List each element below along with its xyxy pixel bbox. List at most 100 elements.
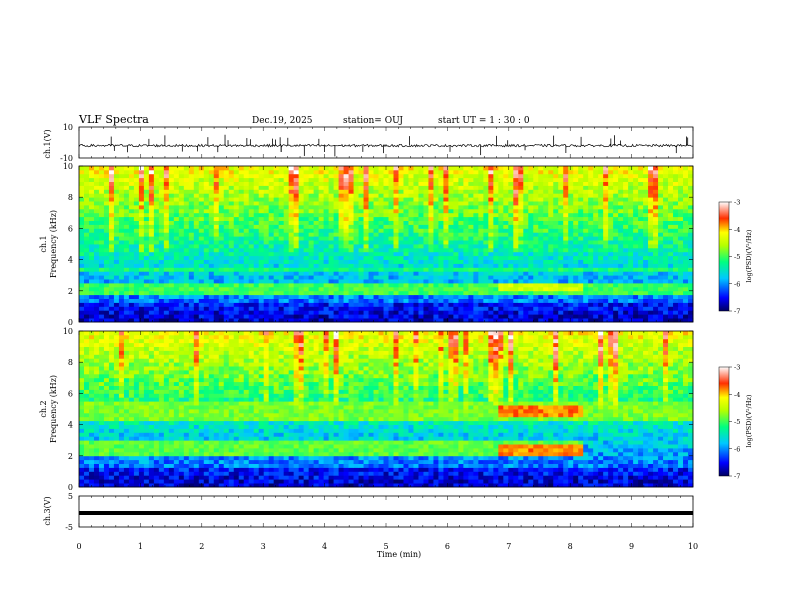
spectrogram-cell <box>528 267 534 272</box>
spectrogram-cell <box>448 169 454 175</box>
spectrogram-cell <box>668 318 674 323</box>
spectrogram-cell <box>103 240 110 245</box>
spectrogram-cell <box>298 294 305 299</box>
spectrogram-cell <box>193 267 200 272</box>
spectrogram-cell <box>338 286 344 292</box>
spectrogram-cell <box>638 166 644 171</box>
spectrogram-cell <box>593 201 599 206</box>
spectrogram-cell <box>433 169 439 175</box>
spectrogram-cell <box>213 189 220 194</box>
spectrogram-cell <box>208 244 215 249</box>
spectrogram-cell <box>563 263 569 268</box>
spectrogram-cell <box>263 259 270 264</box>
spectrogram-cell <box>79 286 85 292</box>
spectrogram-cell <box>688 189 694 194</box>
spectrogram-cell <box>508 286 514 292</box>
spectrogram-cell <box>378 267 384 272</box>
spectrogram-cell <box>458 294 464 299</box>
spectrogram-cell <box>613 247 619 253</box>
spectrogram-cell <box>83 318 90 323</box>
spectrogram-cell <box>543 306 549 311</box>
spectrogram-cell <box>658 173 664 179</box>
spectrogram-cell <box>343 189 349 194</box>
spectrogram-cell <box>378 263 384 268</box>
spectrogram-cell <box>443 302 449 307</box>
spectrogram-cell <box>338 318 344 323</box>
spectrogram-cell <box>143 208 150 214</box>
spectrogram-cell <box>523 290 529 296</box>
spectrogram-cell <box>363 306 369 311</box>
spectrogram-cell <box>258 212 265 218</box>
spectrogram-cell <box>528 197 534 202</box>
spectrogram-cell <box>103 224 110 229</box>
spectrogram-cell <box>108 244 115 249</box>
spectrogram-cell <box>203 251 210 257</box>
spectrogram-cell <box>133 173 140 179</box>
spectrogram-cell <box>653 302 659 307</box>
spectrogram-cell <box>438 169 444 175</box>
spectrogram-cell <box>523 173 529 179</box>
spectrogram-cell <box>618 236 624 241</box>
spectrogram-cell <box>258 286 265 292</box>
spectrogram-cell <box>663 314 669 319</box>
spectrogram-cell <box>388 240 394 245</box>
spectrogram-cell <box>388 212 394 218</box>
spectrogram-cell <box>438 212 444 218</box>
spectrogram-cell <box>553 271 559 276</box>
spectrogram-cell <box>383 193 389 198</box>
spectrogram-cell <box>673 251 679 257</box>
spectrogram-cell <box>543 224 549 229</box>
spectrogram-cell <box>113 294 120 299</box>
spectrogram-cell <box>248 255 255 260</box>
spectrogram-cell <box>418 298 424 303</box>
spectrogram-cell <box>548 318 554 323</box>
spectrogram-cell <box>688 240 694 245</box>
spectrogram-cell <box>233 247 240 253</box>
spectrogram-cell <box>648 259 654 264</box>
spectrogram-cell <box>443 271 449 276</box>
spectrogram-cell <box>598 201 604 206</box>
spectrogram-cell <box>203 318 210 323</box>
spectrogram-cell <box>468 181 474 186</box>
spectrogram-cell <box>83 228 90 233</box>
spectrogram-cell <box>338 205 344 210</box>
spectrogram-cell <box>173 173 180 179</box>
spectrogram-cell <box>453 259 459 264</box>
spectrogram-cell <box>323 197 329 202</box>
spectrogram-cell <box>398 314 404 319</box>
spectrogram-cell <box>198 286 205 292</box>
spectrogram-cell <box>208 275 215 280</box>
spectrogram-cell <box>318 185 324 190</box>
spectrogram-cell <box>158 232 165 237</box>
spectrogram-cell <box>308 310 315 315</box>
spectrogram-cell <box>613 263 619 268</box>
spectrogram-cell <box>623 283 629 288</box>
spectrogram-cell <box>98 232 105 237</box>
spectrogram-cell <box>303 283 310 288</box>
spectrogram-cell <box>203 212 210 218</box>
spectrogram-cell <box>573 267 579 272</box>
spectrogram-cell <box>188 173 195 179</box>
spectrogram-cell <box>108 216 115 221</box>
spectrogram-cell <box>583 298 589 303</box>
spectrogram-cell <box>633 181 639 186</box>
spectrogram-cell <box>528 212 534 218</box>
spectrogram-cell <box>79 247 85 253</box>
spectrogram-cell <box>333 310 339 315</box>
spectrogram-cell <box>93 236 100 241</box>
spectrogram-cell <box>378 193 384 198</box>
spectrogram-cell <box>413 173 419 179</box>
spectrogram-cell <box>288 310 295 315</box>
spectrogram-cell <box>273 298 280 303</box>
spectrogram-cell <box>368 259 374 264</box>
spectrogram-cell <box>428 306 434 311</box>
spectrogram-cell <box>183 286 190 292</box>
spectrogram-cell <box>598 220 604 225</box>
spectrogram-cell <box>258 220 265 225</box>
spectrogram-cell <box>213 220 220 225</box>
spectrogram-cell <box>398 169 404 175</box>
spectrogram-cell <box>123 279 130 284</box>
spectrogram-cell <box>368 290 374 296</box>
spectrogram-cell <box>438 294 444 299</box>
